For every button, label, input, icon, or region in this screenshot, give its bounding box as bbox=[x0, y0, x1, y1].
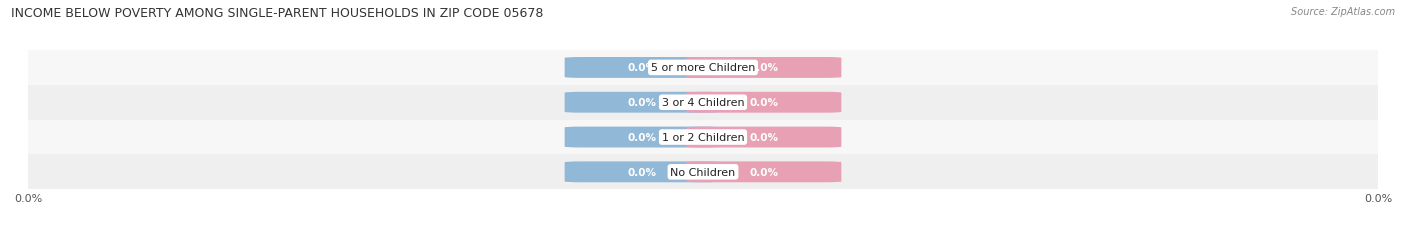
FancyBboxPatch shape bbox=[686, 127, 841, 148]
Text: INCOME BELOW POVERTY AMONG SINGLE-PARENT HOUSEHOLDS IN ZIP CODE 05678: INCOME BELOW POVERTY AMONG SINGLE-PARENT… bbox=[11, 7, 544, 20]
FancyBboxPatch shape bbox=[686, 92, 841, 113]
Bar bbox=[28, 51, 1378, 85]
FancyBboxPatch shape bbox=[565, 162, 720, 182]
Text: 0.0%: 0.0% bbox=[749, 98, 779, 108]
FancyBboxPatch shape bbox=[565, 92, 720, 113]
Text: 0.0%: 0.0% bbox=[749, 132, 779, 143]
Text: 0.0%: 0.0% bbox=[627, 132, 657, 143]
Bar bbox=[28, 155, 1378, 189]
Bar bbox=[28, 120, 1378, 155]
Bar bbox=[28, 85, 1378, 120]
Text: 0.0%: 0.0% bbox=[627, 63, 657, 73]
Text: 3 or 4 Children: 3 or 4 Children bbox=[662, 98, 744, 108]
Text: 0.0%: 0.0% bbox=[749, 167, 779, 177]
Text: Source: ZipAtlas.com: Source: ZipAtlas.com bbox=[1291, 7, 1395, 17]
FancyBboxPatch shape bbox=[686, 162, 841, 182]
FancyBboxPatch shape bbox=[686, 58, 841, 79]
Text: 0.0%: 0.0% bbox=[749, 63, 779, 73]
FancyBboxPatch shape bbox=[565, 127, 720, 148]
Text: 0.0%: 0.0% bbox=[627, 98, 657, 108]
Text: 0.0%: 0.0% bbox=[627, 167, 657, 177]
Text: No Children: No Children bbox=[671, 167, 735, 177]
FancyBboxPatch shape bbox=[565, 58, 720, 79]
Text: 1 or 2 Children: 1 or 2 Children bbox=[662, 132, 744, 143]
Text: 5 or more Children: 5 or more Children bbox=[651, 63, 755, 73]
